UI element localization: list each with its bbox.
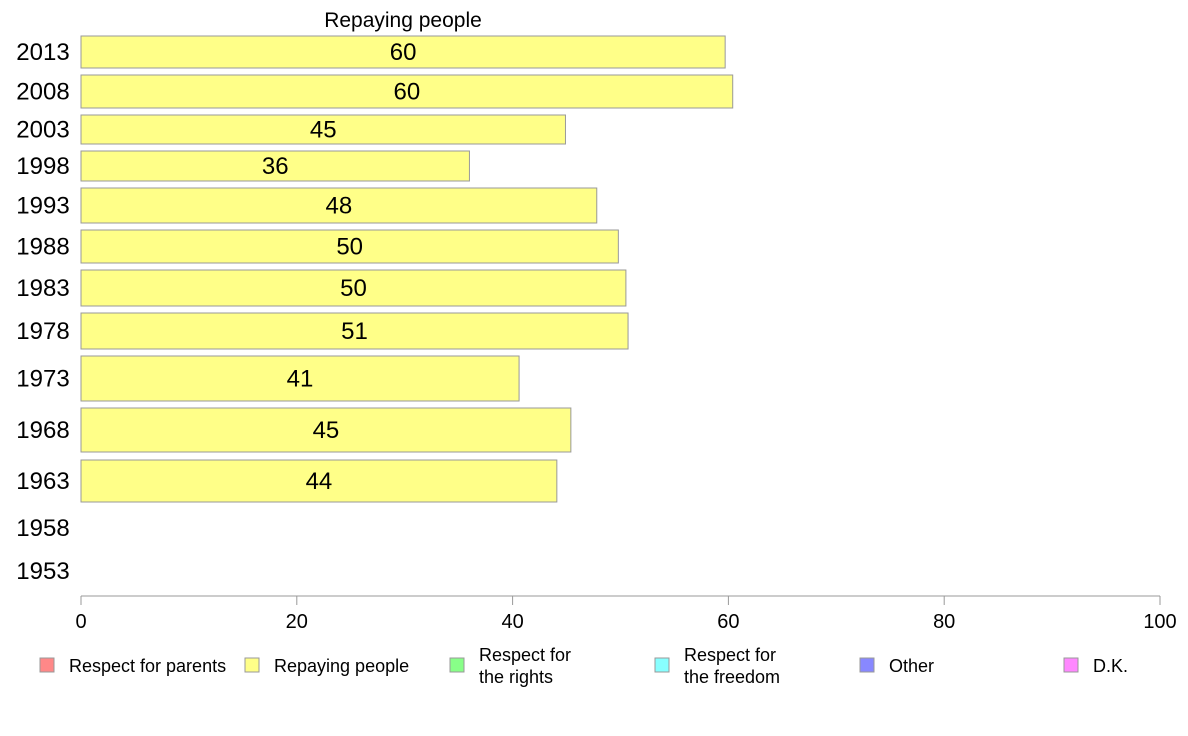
x-tick-label-40: 40 <box>501 611 523 633</box>
bar-1998 <box>80 150 470 182</box>
bar-1963 <box>80 459 558 503</box>
category-label-1998: 1998 <box>16 153 69 180</box>
bar-label-1968: 45 <box>313 417 340 444</box>
category-label-1963: 1963 <box>16 468 69 495</box>
x-tick-label-100: 100 <box>1143 611 1176 633</box>
bar-1993 <box>80 187 598 224</box>
bar-label-1983: 50 <box>340 275 367 302</box>
bar-label-2008: 60 <box>394 79 421 106</box>
category-label-1958: 1958 <box>16 515 69 542</box>
bar-label-2013: 60 <box>390 39 417 66</box>
bar-label-2003: 45 <box>310 117 337 144</box>
category-label-2008: 2008 <box>16 79 69 106</box>
category-label-1953: 1953 <box>16 558 69 585</box>
legend-swatch-4 <box>859 657 875 673</box>
legend-swatch-5 <box>1063 657 1079 673</box>
bar-1983 <box>80 269 627 307</box>
category-label-1968: 1968 <box>16 417 69 444</box>
legend: Respect for parents Repaying people Respec… <box>39 645 1128 687</box>
bars <box>80 35 734 503</box>
x-tick-label-0: 0 <box>75 611 86 633</box>
legend-label-2-line-1: the rights <box>479 667 553 687</box>
bar-1968 <box>80 407 572 453</box>
category-label-1973: 1973 <box>16 366 69 393</box>
chart-title: Repaying people <box>324 9 482 32</box>
bar-value-labels: 60 60 45 36 48 50 50 51 41 45 44 <box>262 39 420 495</box>
legend-swatch-2 <box>449 657 465 673</box>
category-label-1978: 1978 <box>16 318 69 345</box>
legend-label-1: Repaying people <box>274 656 409 676</box>
legend-label-4: Other <box>889 656 934 676</box>
x-axis: 0 20 40 60 80 100 <box>75 595 1177 633</box>
x-tick-label-60: 60 <box>717 611 739 633</box>
bar-label-1998: 36 <box>262 153 289 180</box>
legend-label-3-line-1: the freedom <box>684 667 780 687</box>
legend-swatch-0 <box>39 657 55 673</box>
category-labels: 2013 2008 2003 1998 1993 1988 1983 1978 1973 1968… <box>16 39 69 585</box>
bar-label-1988: 50 <box>336 234 363 261</box>
legend-swatch-3 <box>654 657 670 673</box>
x-tick-label-20: 20 <box>286 611 308 633</box>
bar-label-1978: 51 <box>341 318 368 345</box>
bar-label-1963: 44 <box>306 468 333 495</box>
category-label-2003: 2003 <box>16 117 69 144</box>
legend-swatch-1 <box>244 657 260 673</box>
category-label-1988: 1988 <box>16 234 69 261</box>
category-label-2013: 2013 <box>16 39 69 66</box>
legend-label-2-line-0: Respect for <box>479 645 571 665</box>
bar-2013 <box>80 35 726 69</box>
x-tick-label-80: 80 <box>933 611 955 633</box>
bar-1988 <box>80 229 619 264</box>
bar-1973 <box>80 355 520 402</box>
category-label-1993: 1993 <box>16 193 69 220</box>
legend-label-3-line-0: Respect for <box>684 645 776 665</box>
bar-label-1973: 41 <box>287 366 314 393</box>
bar-1978 <box>80 312 629 350</box>
legend-label-5: D.K. <box>1093 656 1128 676</box>
legend-label-0: Respect for parents <box>69 656 226 676</box>
bar-2003 <box>80 114 566 145</box>
bar-label-1993: 48 <box>326 193 353 220</box>
bar-2008 <box>80 74 734 109</box>
category-label-1983: 1983 <box>16 275 69 302</box>
